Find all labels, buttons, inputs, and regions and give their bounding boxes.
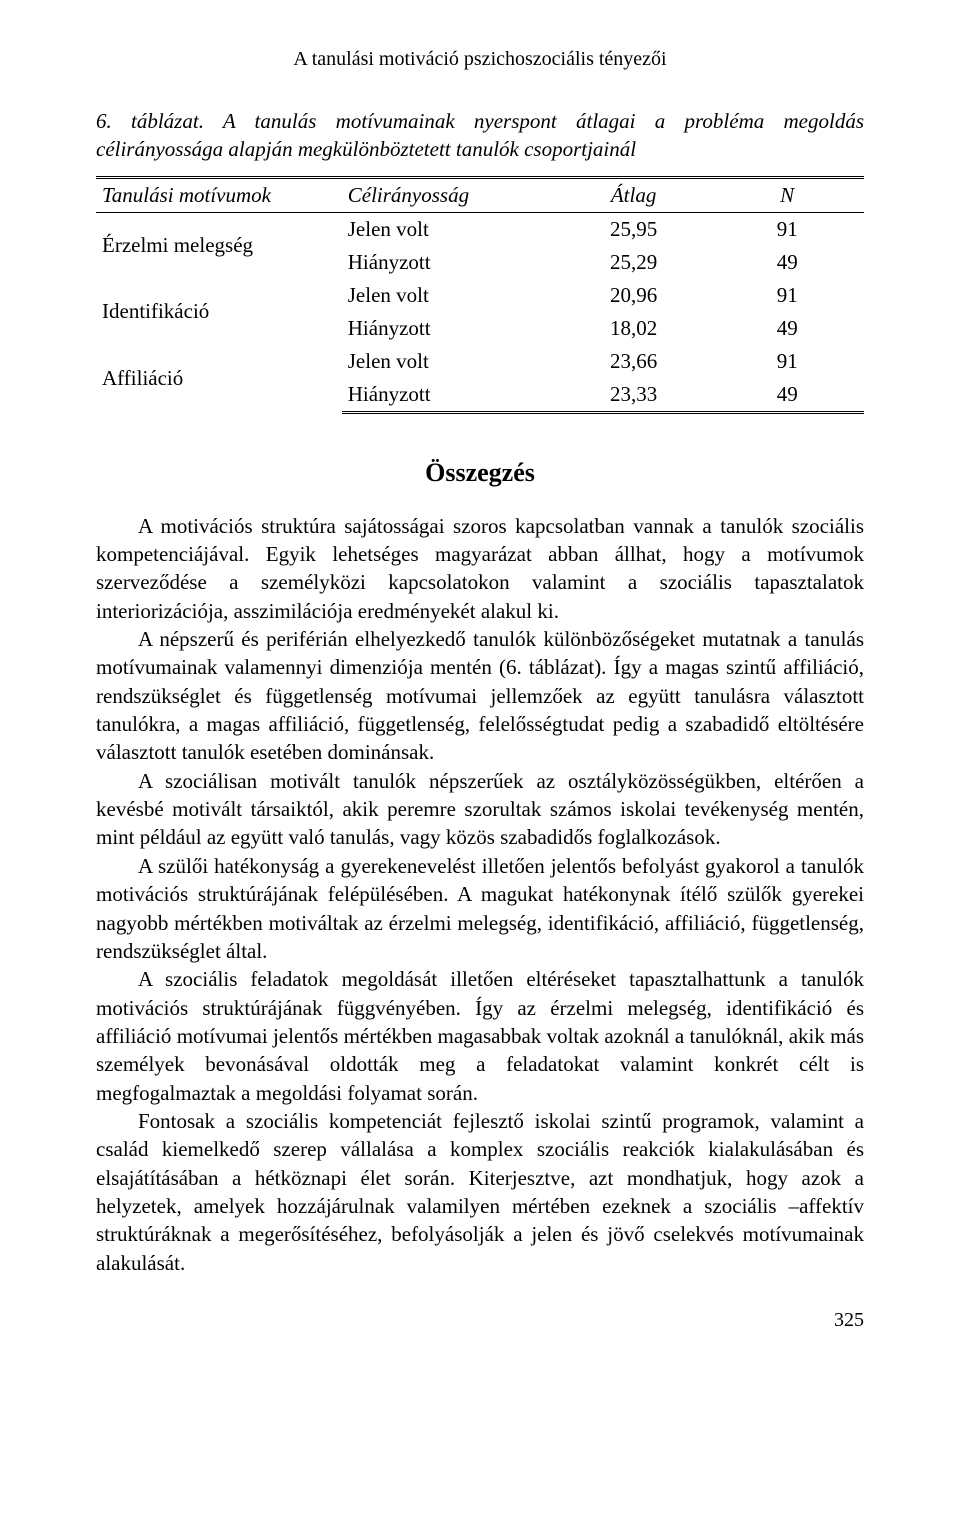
cell-n: 91	[710, 279, 864, 312]
body-paragraph: A motivációs struktúra sajátosságai szor…	[96, 512, 864, 625]
cell-avg: 25,95	[557, 212, 711, 246]
cell-avg: 25,29	[557, 246, 711, 279]
table-header-row: Tanulási motívumok Célirányosság Átlag N	[96, 177, 864, 212]
cell-rowhead: Affiliáció	[96, 345, 342, 413]
cell-sub: Hiányzott	[342, 312, 557, 345]
data-table: Tanulási motívumok Célirányosság Átlag N…	[96, 176, 864, 414]
cell-sub: Jelen volt	[342, 279, 557, 312]
table-caption: 6. táblázat. A tanulás motívumainak nyer…	[96, 107, 864, 164]
cell-rowhead: Érzelmi melegség	[96, 212, 342, 279]
cell-avg: 18,02	[557, 312, 711, 345]
table-row: Identifikáció Jelen volt 20,96 91	[96, 279, 864, 312]
body-paragraph: A népszerű és periférián elhelyezkedő ta…	[96, 625, 864, 767]
table-caption-lead: 6. táblázat.	[96, 109, 204, 133]
col-celiranyossag: Célirányosság	[342, 177, 557, 212]
cell-avg: 20,96	[557, 279, 711, 312]
page: A tanulási motiváció pszichoszociális té…	[0, 0, 960, 1364]
col-n: N	[710, 177, 864, 212]
running-header: A tanulási motiváció pszichoszociális té…	[96, 48, 864, 71]
cell-n: 91	[710, 212, 864, 246]
table-row: Affiliáció Jelen volt 23,66 91	[96, 345, 864, 378]
col-atlag: Átlag	[557, 177, 711, 212]
table-row: Érzelmi melegség Jelen volt 25,95 91	[96, 212, 864, 246]
page-number: 325	[96, 1309, 864, 1332]
cell-avg: 23,66	[557, 345, 711, 378]
cell-n: 91	[710, 345, 864, 378]
cell-sub: Hiányzott	[342, 246, 557, 279]
col-motivumok: Tanulási motívumok	[96, 177, 342, 212]
body-paragraph: Fontosak a szociális kompetenciát fejles…	[96, 1107, 864, 1277]
cell-n: 49	[710, 312, 864, 345]
cell-sub: Jelen volt	[342, 345, 557, 378]
table-caption-rest: A tanulás motívumainak nyerspont átlagai…	[96, 109, 864, 161]
cell-rowhead: Identifikáció	[96, 279, 342, 345]
cell-sub: Jelen volt	[342, 212, 557, 246]
cell-avg: 23,33	[557, 378, 711, 413]
cell-sub: Hiányzott	[342, 378, 557, 413]
section-heading: Összegzés	[96, 458, 864, 488]
body-paragraph: A szociálisan motivált tanulók népszerűe…	[96, 767, 864, 852]
body-paragraph: A szülői hatékonyság a gyerekenevelést i…	[96, 852, 864, 965]
cell-n: 49	[710, 246, 864, 279]
cell-n: 49	[710, 378, 864, 413]
body-paragraph: A szociális feladatok megoldását illetőe…	[96, 965, 864, 1107]
